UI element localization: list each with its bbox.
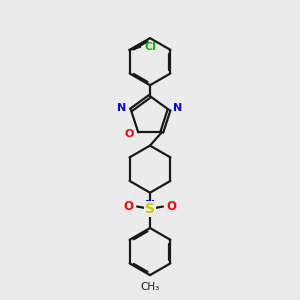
Text: O: O xyxy=(124,129,134,139)
Text: N: N xyxy=(145,199,155,212)
Text: O: O xyxy=(167,200,176,213)
Text: S: S xyxy=(145,202,155,216)
Text: N: N xyxy=(173,103,183,113)
Text: O: O xyxy=(124,200,134,213)
Text: CH₃: CH₃ xyxy=(140,282,160,292)
Text: N: N xyxy=(117,103,127,113)
Text: Cl: Cl xyxy=(144,42,156,52)
